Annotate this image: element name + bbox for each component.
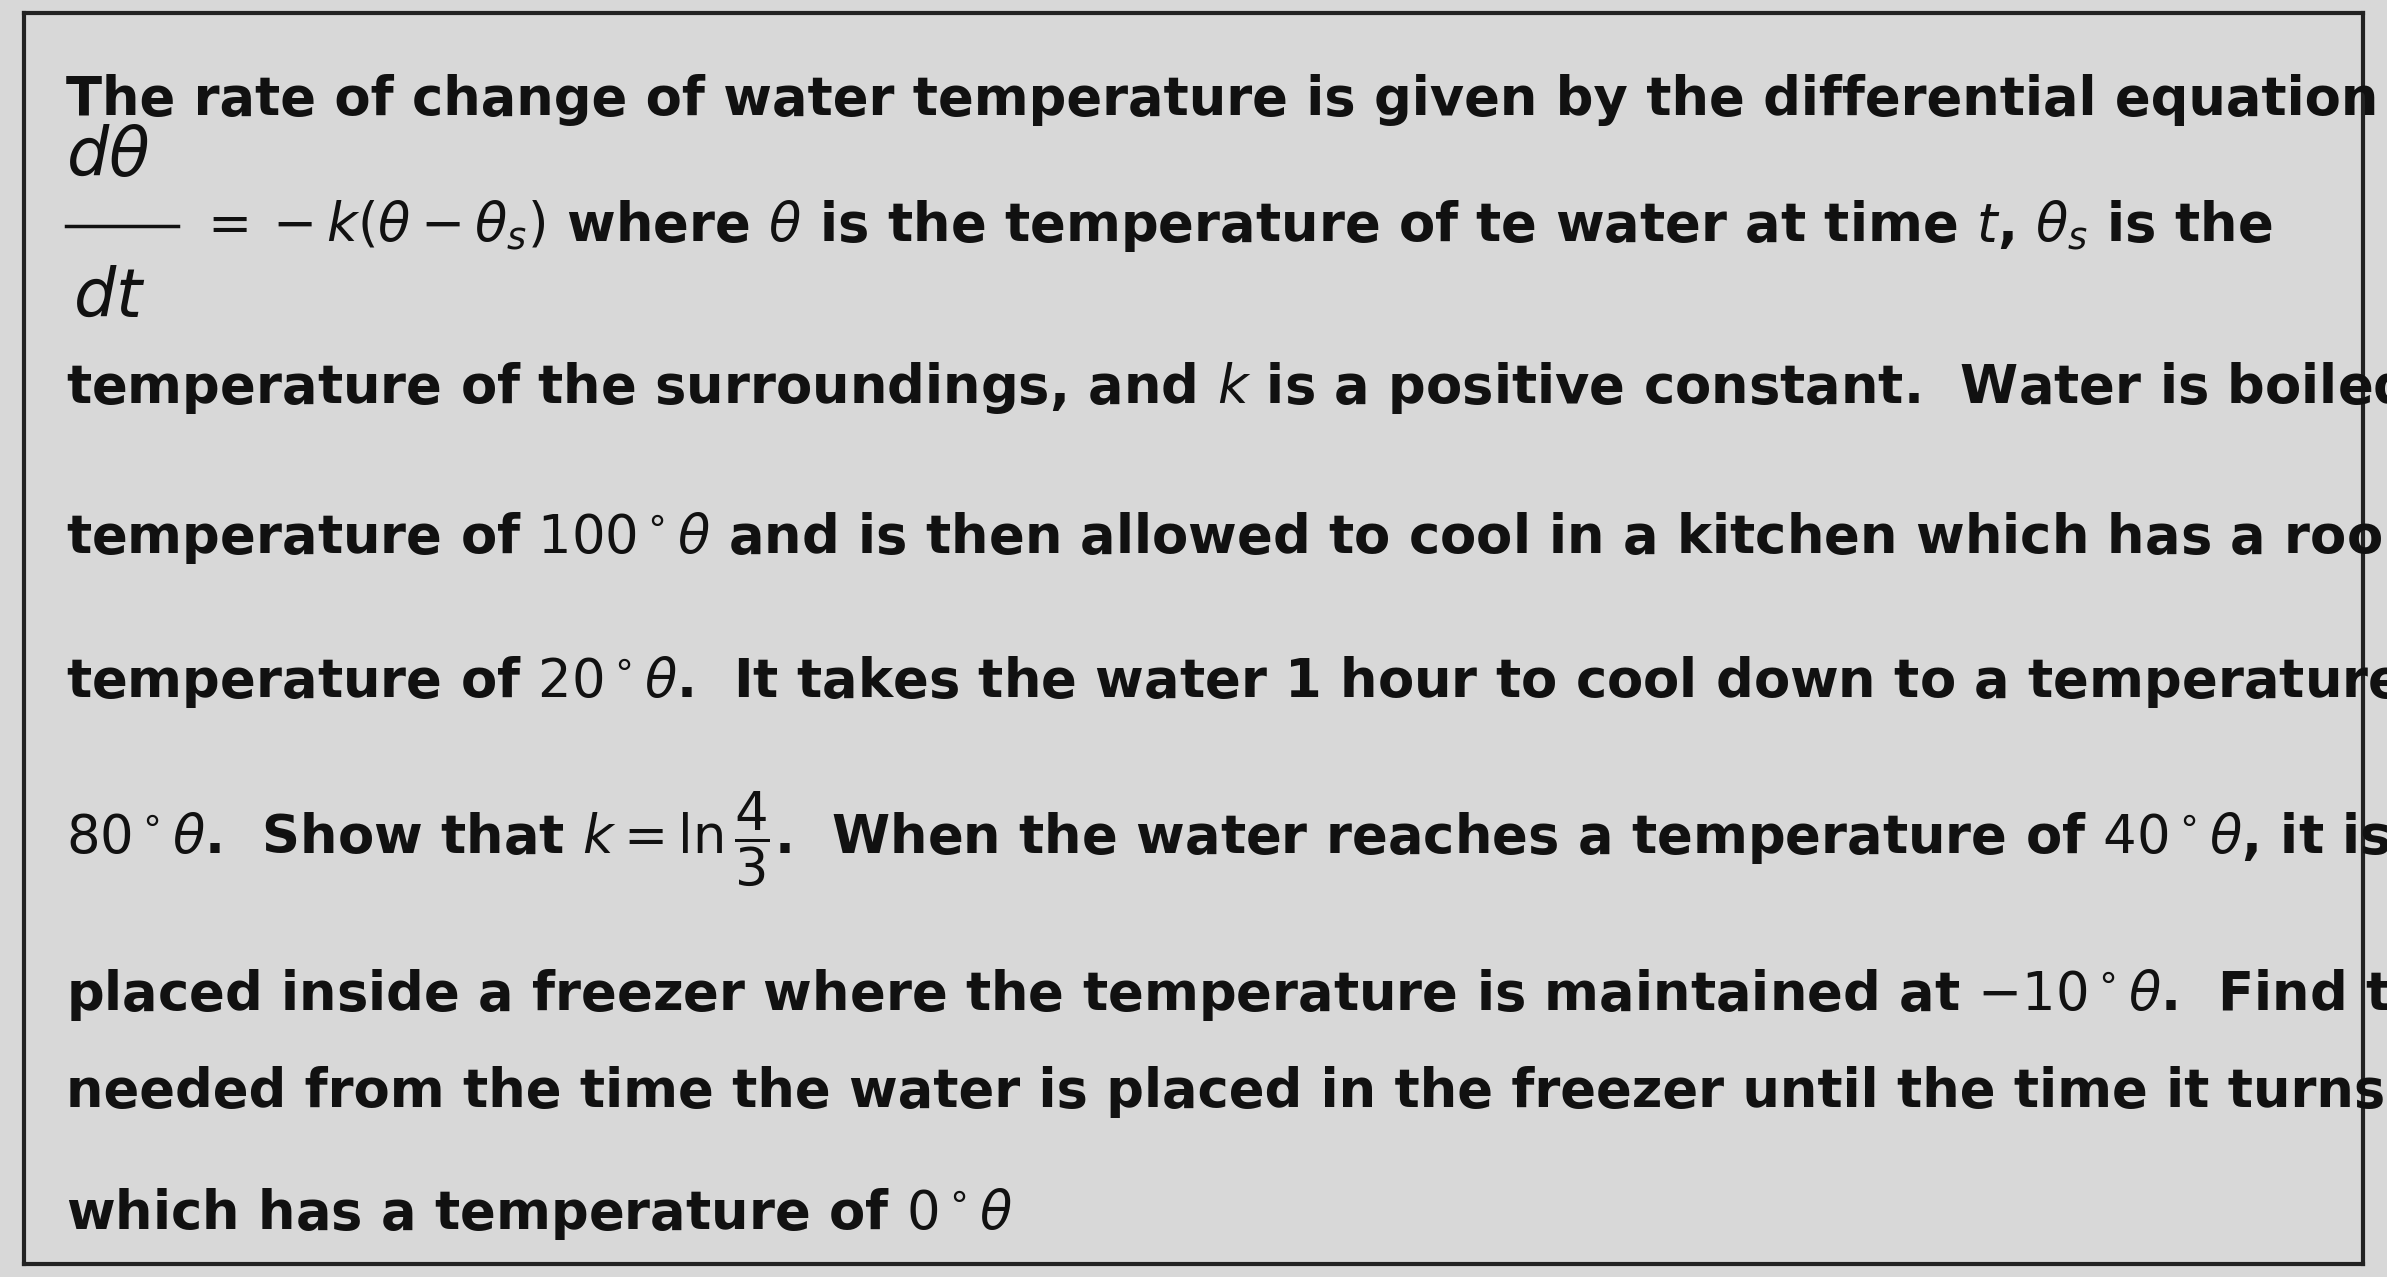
Text: needed from the time the water is placed in the freezer until the time it turns : needed from the time the water is placed… — [67, 1065, 2387, 1117]
Text: $dt$: $dt$ — [74, 266, 146, 331]
Text: $d\theta$: $d\theta$ — [67, 124, 150, 190]
Text: The rate of change of water temperature is given by the differential equation: The rate of change of water temperature … — [67, 74, 2377, 126]
Text: $80^\circ\theta$.  Show that $k=\ln\dfrac{4}{3}$.  When the water reaches a temp: $80^\circ\theta$. Show that $k=\ln\dfrac… — [67, 789, 2387, 888]
Text: temperature of the surroundings, and $k$ is a positive constant.  Water is boile: temperature of the surroundings, and $k$… — [67, 360, 2387, 416]
Text: placed inside a freezer where the temperature is maintained at $-10^\circ\theta$: placed inside a freezer where the temper… — [67, 967, 2387, 1023]
Text: temperature of $20^\circ\theta$.  It takes the water 1 hour to cool down to a te: temperature of $20^\circ\theta$. It take… — [67, 654, 2387, 710]
Text: which has a temperature of $0^\circ\theta$: which has a temperature of $0^\circ\thet… — [67, 1186, 1012, 1243]
Text: $= -k(\theta-\theta_s)$ where $\theta$ is the temperature of te water at time $t: $= -k(\theta-\theta_s)$ where $\theta$ i… — [198, 198, 2272, 254]
Text: temperature of $100^\circ\theta$ and is then allowed to cool in a kitchen which : temperature of $100^\circ\theta$ and is … — [67, 511, 2387, 567]
